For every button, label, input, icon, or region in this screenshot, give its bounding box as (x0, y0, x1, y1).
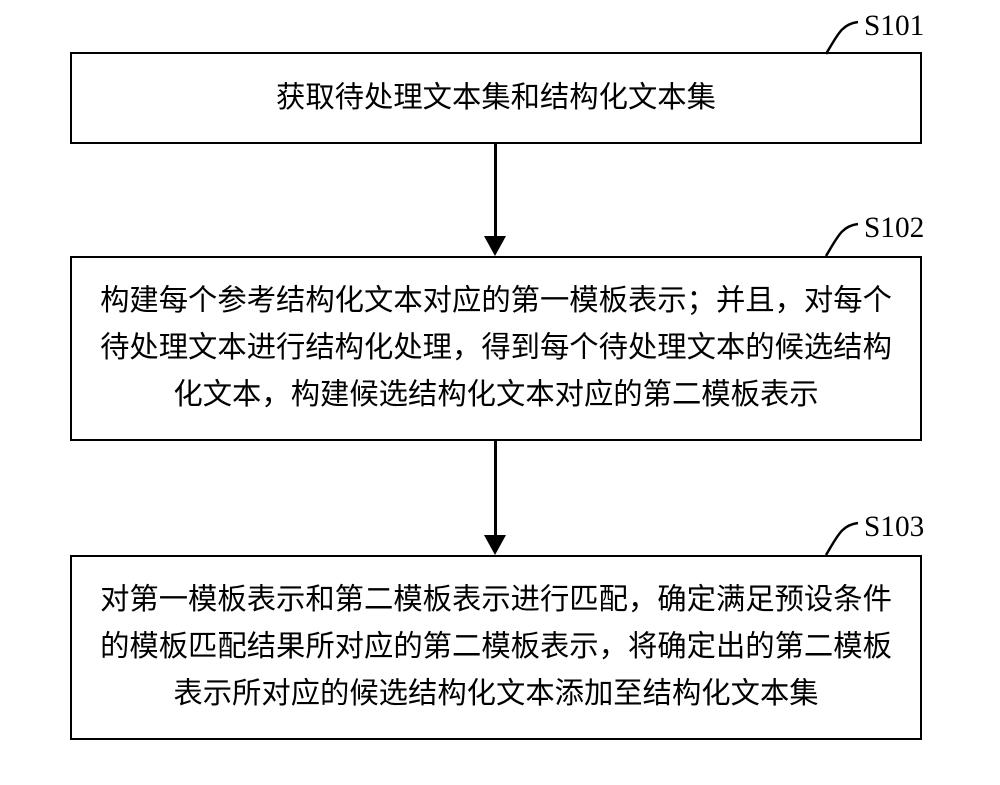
callout-s102 (818, 216, 868, 260)
arrow-s102-s103-head (484, 535, 506, 555)
step-s101-text: 获取待处理文本集和结构化文本集 (276, 75, 716, 122)
arrow-s102-s103-line (494, 441, 497, 537)
step-s103-label: S103 (864, 511, 924, 544)
step-s103-text: 对第一模板表示和第二模板表示进行匹配，确定满足预设条件的模板匹配结果所对应的第二… (92, 577, 900, 718)
step-s103-box: 对第一模板表示和第二模板表示进行匹配，确定满足预设条件的模板匹配结果所对应的第二… (70, 555, 922, 740)
arrow-s101-s102-line (494, 144, 497, 238)
step-s101-box: 获取待处理文本集和结构化文本集 (70, 52, 922, 144)
flowchart-canvas: 获取待处理文本集和结构化文本集 S101 构建每个参考结构化文本对应的第一模板表… (0, 0, 1000, 785)
step-s101-label: S101 (864, 10, 924, 43)
callout-s101 (818, 14, 868, 58)
step-s102-box: 构建每个参考结构化文本对应的第一模板表示；并且，对每个待处理文本进行结构化处理，… (70, 256, 922, 441)
step-s102-label: S102 (864, 212, 924, 245)
arrow-s101-s102-head (484, 236, 506, 256)
step-s102-text: 构建每个参考结构化文本对应的第一模板表示；并且，对每个待处理文本进行结构化处理，… (92, 278, 900, 419)
callout-s103 (818, 515, 868, 559)
